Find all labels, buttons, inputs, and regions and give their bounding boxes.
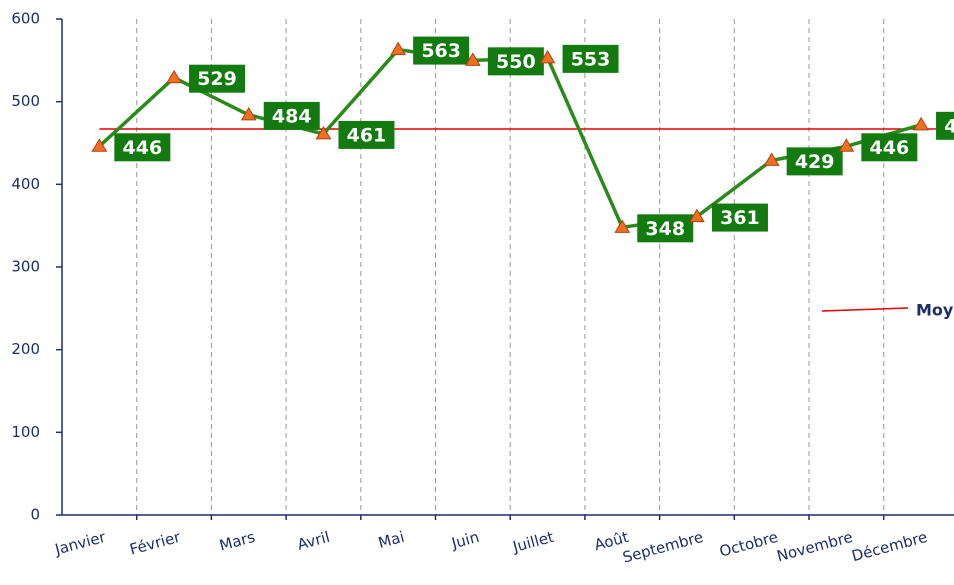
value-label: 563 xyxy=(421,40,461,62)
x-tick-label: Juillet xyxy=(510,528,556,556)
y-tick-label: 100 xyxy=(11,423,40,441)
x-tick-label: Novembre xyxy=(775,528,855,565)
marker xyxy=(689,208,705,223)
legend-swatch xyxy=(821,307,909,312)
marker xyxy=(614,219,631,233)
x-tick-label: Septembre xyxy=(621,528,705,567)
marker xyxy=(166,69,182,84)
value-label-box xyxy=(786,147,843,176)
value-label-box xyxy=(413,36,470,65)
marker xyxy=(315,125,332,140)
value-label-box xyxy=(936,111,954,140)
marker xyxy=(91,138,108,152)
x-tick-label: Février xyxy=(128,528,183,559)
x-tick-label: Juin xyxy=(449,528,481,553)
value-label-box xyxy=(189,64,246,93)
marker xyxy=(913,116,929,131)
x-tick-label: Mai xyxy=(376,528,406,552)
value-label: 461 xyxy=(347,124,387,146)
value-label-box xyxy=(562,44,619,73)
value-label-box xyxy=(263,101,320,130)
value-label: 446 xyxy=(870,137,910,159)
legend-label: Moyenne xyxy=(916,301,954,320)
value-label-box xyxy=(861,133,918,162)
value-label: 361 xyxy=(720,207,760,229)
value-label: 348 xyxy=(645,218,685,240)
y-tick-label: 200 xyxy=(11,340,40,358)
value-label-box xyxy=(487,47,544,76)
value-label: 429 xyxy=(795,151,835,173)
x-tick-label: Octobre xyxy=(718,528,780,561)
x-tick-label: Avril xyxy=(295,528,331,554)
y-tick-label: 300 xyxy=(11,258,40,276)
value-label: 484 xyxy=(272,105,312,127)
marker xyxy=(240,106,257,121)
x-tick-label: Décembre xyxy=(850,528,929,565)
y-tick-label: 500 xyxy=(11,92,40,110)
value-label-box xyxy=(114,133,171,162)
value-label: 553 xyxy=(571,48,611,70)
value-label: 550 xyxy=(496,51,536,73)
marker xyxy=(539,49,556,64)
value-label: 472 xyxy=(944,115,954,137)
value-label: 529 xyxy=(197,68,237,90)
marker xyxy=(763,152,780,166)
y-tick-label: 600 xyxy=(11,10,40,28)
value-label-box xyxy=(338,120,395,149)
y-tick-label: 0 xyxy=(30,506,40,524)
value-label-box xyxy=(637,214,694,243)
marker xyxy=(838,138,855,152)
marker xyxy=(390,41,407,56)
x-tick-label: Mars xyxy=(217,528,257,555)
value-label-box xyxy=(711,203,768,232)
value-label: 446 xyxy=(123,137,163,159)
x-tick-label: Janvier xyxy=(52,528,108,559)
marker xyxy=(464,52,481,66)
y-tick-label: 400 xyxy=(11,175,40,193)
